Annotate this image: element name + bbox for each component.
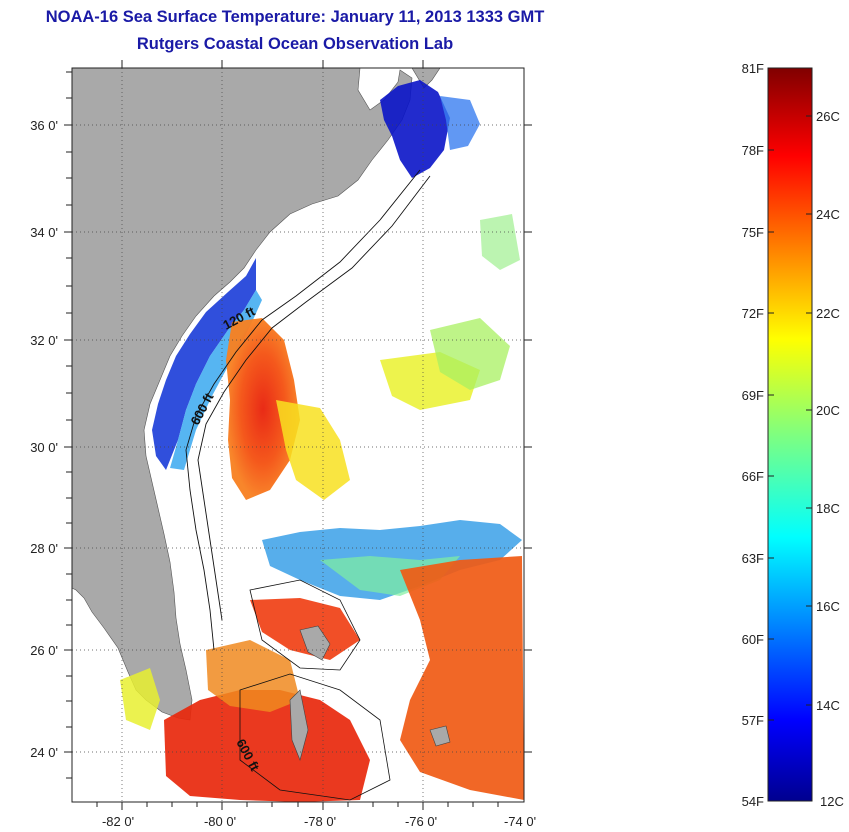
colorbar-f-labels: 81F 78F 75F 72F 69F 66F 63F 60F 57F 54F: [742, 61, 764, 809]
lat-label-30: 30 0': [30, 440, 58, 455]
lon-label-82: -82 0': [102, 814, 134, 829]
cbar-f-78: 78F: [742, 143, 764, 158]
lat-axis: [64, 71, 532, 779]
lat-label-36: 36 0': [30, 118, 58, 133]
sst-warm-south: [164, 690, 370, 802]
cbar-f-75: 75F: [742, 225, 764, 240]
sst-green-ne: [480, 214, 520, 270]
cbar-f-57: 57F: [742, 713, 764, 728]
cbar-f-81: 81F: [742, 61, 764, 76]
lon-label-78: -78 0': [304, 814, 336, 829]
land-bahamas-2: [289, 689, 309, 761]
lat-labels: 36 0' 34 0' 32 0' 30 0' 28 0' 26 0' 24 0…: [30, 118, 58, 760]
isobath-600ft: [197, 175, 431, 621]
lat-label-28: 28 0': [30, 541, 58, 556]
cbar-f-72: 72F: [742, 306, 764, 321]
cbar-f-63: 63F: [742, 551, 764, 566]
isobath-south: [239, 673, 391, 801]
lon-label-80: -80 0': [204, 814, 236, 829]
cbar-f-66: 66F: [742, 469, 764, 484]
cbar-c-20: 20C: [816, 403, 840, 418]
colorbar-ticks: [768, 115, 812, 721]
sst-cool-north: [440, 96, 480, 150]
sst-orange-south: [206, 640, 300, 712]
map-area: 120 ft 600 ft 600 ft: [72, 68, 524, 802]
sst-cold-north: [380, 80, 450, 178]
lat-label-32: 32 0': [30, 333, 58, 348]
lat-label-24: 24 0': [30, 745, 58, 760]
lon-labels: -82 0' -80 0' -78 0' -76 0' -74 0': [102, 814, 536, 829]
map-subtitle: Rutgers Coastal Ocean Observation Lab: [136, 35, 454, 53]
isobath-120ft: [185, 169, 421, 651]
sst-cold-shelf: [152, 258, 256, 470]
lon-label-74: -74 0': [504, 814, 536, 829]
colorbar: [767, 67, 813, 802]
cbar-c-24: 24C: [816, 207, 840, 222]
cbar-f-69: 69F: [742, 388, 764, 403]
map-title: NOAA-16 Sea Surface Temperature: January…: [45, 8, 545, 26]
cbar-f-60: 60F: [742, 632, 764, 647]
map-grid: [72, 68, 524, 802]
land-bahamas-1: [299, 625, 331, 661]
cbar-c-22: 22C: [816, 306, 840, 321]
cbar-c-26: 26C: [816, 109, 840, 124]
sst-warm-gulfstream: [226, 318, 300, 500]
lat-label-34: 34 0': [30, 225, 58, 240]
cbar-c-16: 16C: [816, 599, 840, 614]
lon-axis: [96, 60, 499, 810]
lat-label-26: 26 0': [30, 643, 58, 658]
cbar-f-54: 54F: [742, 794, 764, 809]
sst-green-offshore: [430, 318, 510, 390]
lon-label-76: -76 0': [405, 814, 437, 829]
colorbar-c-labels: 26C 24C 22C 20C 18C 16C 14C 12C: [816, 109, 844, 809]
isobath-bahamas: [249, 579, 361, 671]
sst-yellow-keys: [120, 668, 160, 730]
land-bahamas-3: [429, 725, 451, 747]
cbar-c-14: 14C: [816, 698, 840, 713]
cbar-c-12: 12C: [820, 794, 844, 809]
cbar-c-18: 18C: [816, 501, 840, 516]
sst-warm-south-east: [400, 556, 524, 800]
sst-yellow-band: [276, 400, 350, 500]
